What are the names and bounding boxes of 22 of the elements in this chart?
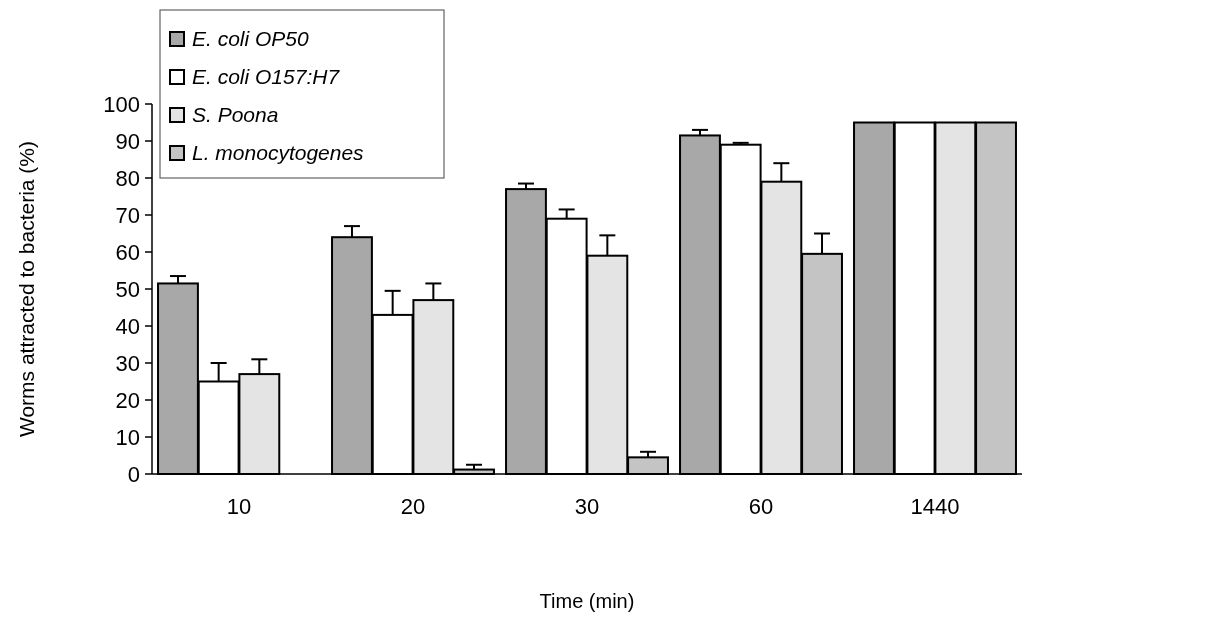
y-tick-label: 30 xyxy=(115,350,140,376)
legend-label: E. coli O157:H7 xyxy=(192,65,341,88)
y-tick-label: 90 xyxy=(115,128,140,154)
x-tick-label: 20 xyxy=(400,494,426,519)
y-tick-label: 70 xyxy=(115,202,140,228)
x-tick-label: 1440 xyxy=(910,494,960,519)
y-tick-label: 40 xyxy=(115,313,140,339)
x-tick-label: 30 xyxy=(574,494,600,519)
y-tick-label: 80 xyxy=(115,165,140,191)
legend-label: E. coli OP50 xyxy=(192,27,310,50)
x-tick-label: 60 xyxy=(748,494,774,519)
y-tick-label: 50 xyxy=(115,276,140,302)
legend-label: S. Poona xyxy=(192,103,279,126)
y-axis-title: Worms attracted to bacteria (%) xyxy=(15,140,38,438)
x-tick-label: 10 xyxy=(226,494,252,519)
y-tick-label: 10 xyxy=(115,424,140,450)
x-axis-title: Time (min) xyxy=(539,590,635,612)
y-tick-label: 0 xyxy=(127,461,140,487)
y-tick-label: 60 xyxy=(115,239,140,265)
y-tick-label: 100 xyxy=(103,91,140,117)
legend-label: L. monocytogenes xyxy=(192,141,365,164)
y-tick-label: 20 xyxy=(115,387,140,413)
